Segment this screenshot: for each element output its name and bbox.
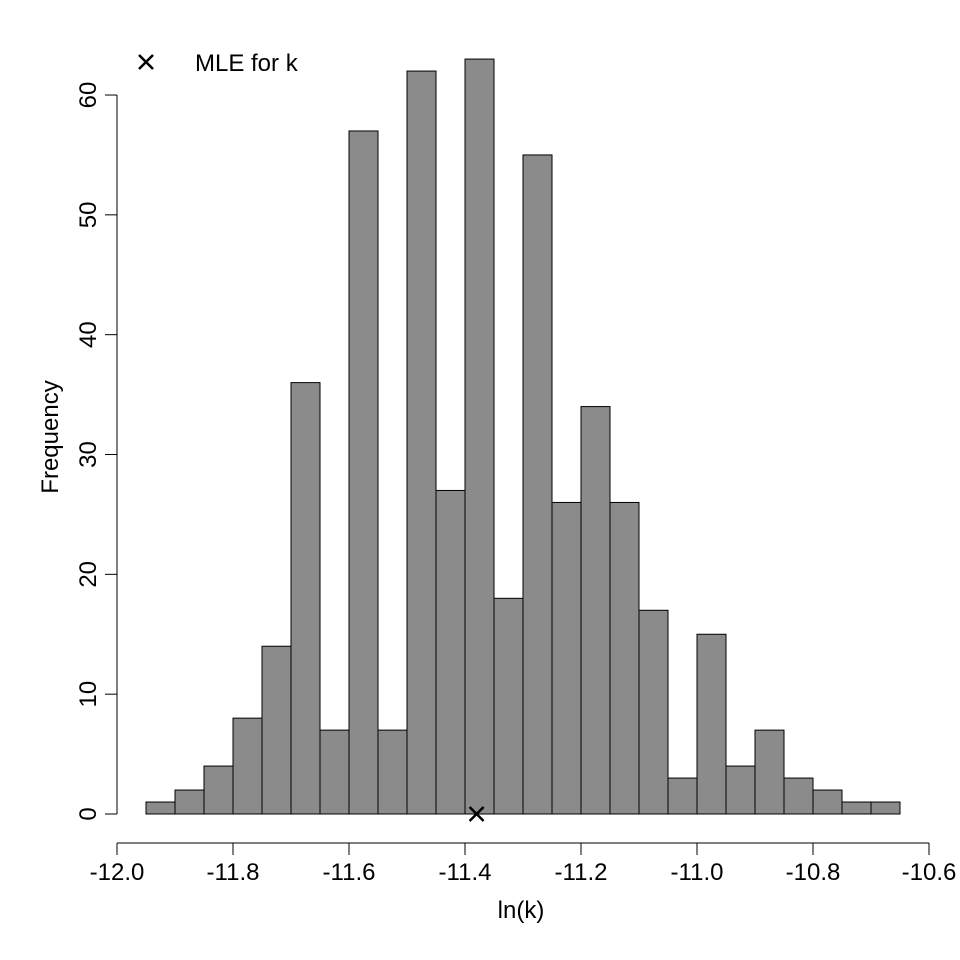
histogram-bar <box>870 801 901 815</box>
histogram-bar <box>435 489 466 815</box>
histogram-bar <box>174 789 205 815</box>
x-tick-label: -11.2 <box>555 859 608 886</box>
histogram-bar <box>580 406 611 815</box>
histogram-bar <box>638 609 669 815</box>
x-tick-label: -10.8 <box>786 859 841 886</box>
x-tick-label: -10.6 <box>902 859 957 886</box>
histogram-bar <box>145 801 176 815</box>
histogram-bar <box>754 729 785 815</box>
x-tick-label: -11.6 <box>323 859 376 886</box>
legend-label: MLE for k <box>195 50 299 77</box>
y-tick-label: 20 <box>75 561 102 588</box>
histogram-bar <box>812 789 843 815</box>
histogram-bar <box>522 154 553 815</box>
legend: MLE for k <box>138 50 299 77</box>
histogram-bar <box>203 765 234 815</box>
mle-marker <box>468 806 485 822</box>
histogram-bar <box>290 382 321 815</box>
y-tick-label: 40 <box>75 321 102 348</box>
histogram-bar <box>696 633 727 815</box>
histogram-bar <box>551 501 582 815</box>
x-tick-label: -11.4 <box>439 859 492 886</box>
histogram-bar <box>667 777 698 815</box>
y-tick-label: 50 <box>75 201 102 228</box>
x-tick-label: -11.8 <box>207 859 260 886</box>
histogram-bar <box>319 729 350 815</box>
histogram-bar <box>493 597 524 815</box>
x-axis-label: ln(k) <box>498 897 545 924</box>
y-tick-label: 30 <box>75 441 102 468</box>
histogram-bar <box>841 801 872 815</box>
histogram-bar <box>725 765 756 815</box>
histogram-bar <box>377 729 408 815</box>
legend-x-marker <box>138 54 154 70</box>
y-tick-label: 60 <box>75 82 102 109</box>
x-tick-label: -11.0 <box>671 859 724 886</box>
histogram-bar <box>406 70 437 815</box>
histogram-bar <box>783 777 814 815</box>
histogram-bar <box>348 130 379 815</box>
y-axis-label: Frequency <box>37 380 64 493</box>
x-tick-label: -12.0 <box>90 859 145 886</box>
histogram-bar <box>464 58 495 815</box>
y-tick-label: 10 <box>75 681 102 708</box>
histogram-bar <box>609 501 640 815</box>
y-tick-label: 0 <box>75 807 102 820</box>
histogram-bar <box>232 717 263 815</box>
histogram-bar <box>261 645 292 815</box>
